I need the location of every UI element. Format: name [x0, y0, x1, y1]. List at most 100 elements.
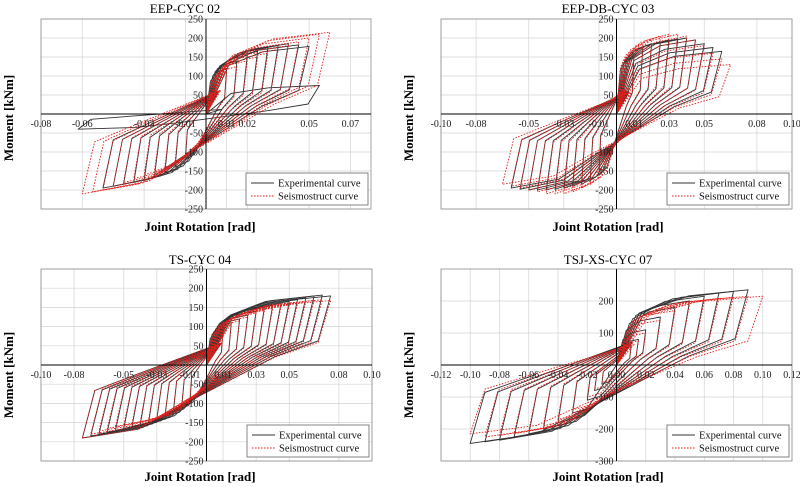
hysteresis-loop	[499, 296, 734, 436]
hysteresis-loop	[90, 299, 323, 435]
x-tick-label: -0.01	[180, 370, 201, 381]
x-tick-label: 0.01	[625, 119, 643, 130]
y-tick-label: -100	[185, 148, 203, 159]
x-tick-label: -0.10	[31, 370, 52, 381]
y-axis-label: Moment [kNm]	[1, 75, 16, 161]
x-axis-label: Joint Rotation [rad]	[552, 219, 663, 234]
hysteresis-loop	[519, 52, 714, 189]
x-tick-label: 0.01	[214, 370, 232, 381]
y-tick-label: 100	[599, 72, 614, 83]
axes: -0.10 -0.08 -0.05 -0.03 -0.01 0.01 0.03 0.05 0.0…	[431, 15, 800, 216]
y-tick-label: -250	[185, 205, 203, 216]
curves	[501, 33, 732, 195]
x-tick-label: 0.12	[783, 370, 800, 381]
chart-panel-eep-db-cyc-03: EEP-DB-CYC 03 Joint Rotation [rad] Momen…	[400, 0, 800, 243]
legend-label: Experimental curve	[699, 431, 782, 442]
y-tick-label: -50	[190, 129, 203, 140]
hysteresis-loop	[469, 364, 617, 444]
legend-box	[666, 172, 790, 206]
legend-label: Seismostruct curve	[278, 192, 359, 203]
chart-svg-tsj-xs-cyc-07: TSJ-XS-CYC 07 Joint Rotation [rad] Momen…	[401, 252, 800, 484]
x-tick-label: 0.05	[281, 370, 299, 381]
x-tick-label: 0.06	[696, 370, 714, 381]
x-tick-label: -0.05	[113, 370, 134, 381]
y-tick-label: -100	[595, 148, 613, 159]
hysteresis-loop	[580, 39, 653, 189]
chart-svg-eep-db-cyc-03: EEP-DB-CYC 03 Joint Rotation [rad] Momen…	[401, 1, 800, 234]
chart-svg-ts-cyc-04: TS-CYC 04 Joint Rotation [rad] Moment [k…	[1, 252, 381, 484]
x-tick-label: -0.12	[431, 370, 452, 381]
x-tick-label: 0.07	[342, 119, 360, 130]
y-tick-label: 250	[188, 15, 203, 26]
y-tick-label: 200	[188, 34, 203, 45]
y-tick-label: -150	[595, 167, 613, 178]
legend-box	[245, 172, 369, 206]
y-tick-label: -200	[185, 437, 203, 448]
chart-title: EEP-CYC 02	[150, 1, 220, 16]
x-tick-label: 0.05	[300, 119, 318, 130]
hysteresis-loop	[510, 58, 723, 187]
y-axis-label: Moment [kNm]	[1, 332, 16, 418]
hysteresis-loop	[528, 43, 705, 191]
x-tick-label: 0.00	[608, 370, 626, 381]
y-axis-label: Moment [kNm]	[401, 75, 416, 161]
y-tick-label: -200	[595, 425, 613, 436]
x-tick-label: 0.03	[247, 370, 265, 381]
hysteresis-loop	[81, 31, 331, 195]
y-tick-label: -150	[185, 167, 203, 178]
legend-label: Seismostruct curve	[279, 444, 360, 455]
hysteresis-loop	[537, 39, 696, 193]
axes: -0.10 -0.08 -0.05 -0.03 -0.01 0.01 0.03 0.05 0.0…	[31, 265, 381, 468]
x-axis-label: Joint Rotation [rad]	[144, 469, 255, 484]
hysteresis-loop	[501, 64, 732, 185]
x-tick-label: -0.08	[31, 119, 52, 130]
y-tick-label: 200	[189, 284, 204, 295]
hysteresis-loop	[594, 340, 639, 390]
y-tick-label: 50	[194, 341, 204, 352]
hysteresis-loop	[81, 295, 332, 439]
x-tick-label: 0.10	[363, 370, 381, 381]
x-tick-label: -0.01	[175, 119, 196, 130]
y-tick-label: -250	[595, 205, 613, 216]
x-tick-label: -0.06	[72, 119, 93, 130]
chart-svg-eep-cyc-02: EEP-CYC 02 Joint Rotation [rad] Moment […	[1, 1, 372, 234]
legend-label: Seismostruct curve	[699, 444, 780, 455]
x-tick-label: 0.02	[239, 119, 257, 130]
hysteresis-loop	[139, 307, 274, 423]
hysteresis-loop	[115, 303, 298, 427]
chart-title: EEP-DB-CYC 03	[562, 1, 655, 16]
y-tick-label: -50	[190, 380, 203, 391]
x-tick-label: -0.01	[589, 119, 610, 130]
x-tick-label: -0.03	[553, 119, 574, 130]
hysteresis-loop	[102, 37, 310, 191]
hysteresis-loop	[81, 300, 332, 439]
chart-panel-ts-cyc-04: TS-CYC 04 Joint Rotation [rad] Moment [k…	[0, 243, 400, 487]
hysteresis-loop	[594, 338, 639, 392]
hysteresis-loop	[542, 303, 691, 427]
x-axis-label: Joint Rotation [rad]	[552, 469, 663, 484]
axes: -0.12 -0.10 -0.08 -0.06 -0.04 -0.02 0.00 0.02 0.…	[431, 269, 800, 468]
hysteresis-loop	[92, 33, 320, 193]
chart-panel-tsj-xs-cyc-07: TSJ-XS-CYC 07 Joint Rotation [rad] Momen…	[400, 243, 800, 487]
chart-title: TS-CYC 04	[169, 252, 232, 267]
axes: -0.08 -0.06 -0.03 -0.01 0.01 0.02 0.05 0.07 -250…	[31, 15, 371, 216]
x-tick-label: 0.03	[660, 119, 678, 130]
hysteresis-loop	[563, 33, 670, 195]
x-tick-label: -0.10	[460, 370, 481, 381]
legend-box	[666, 424, 790, 458]
x-tick-label: 0.10	[783, 119, 800, 130]
y-tick-label: -100	[595, 393, 613, 404]
y-tick-label: 150	[599, 53, 614, 64]
x-tick-label: 0.08	[330, 370, 348, 381]
hysteresis-loop	[572, 319, 661, 411]
y-tick-label: -200	[185, 186, 203, 197]
series-seismostruct	[469, 295, 764, 438]
y-tick-label: -100	[185, 399, 203, 410]
hysteresis-loop	[499, 290, 734, 441]
legend: Experimental curve Seismostruct curve	[246, 424, 370, 458]
hysteresis-loop	[77, 85, 320, 130]
hysteresis-loop	[572, 35, 661, 193]
x-tick-label: -0.05	[518, 119, 539, 130]
x-tick-label: 0.10	[754, 370, 772, 381]
hysteresis-loop	[589, 43, 644, 185]
